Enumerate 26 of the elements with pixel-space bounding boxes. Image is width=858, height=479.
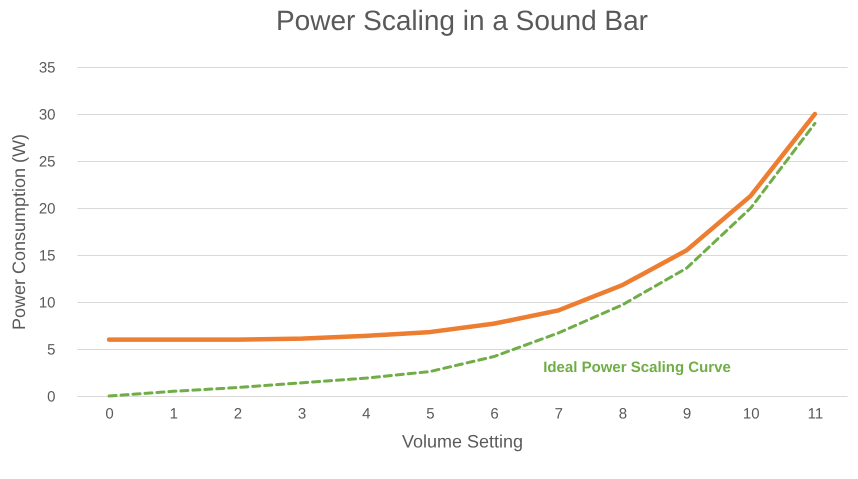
y-axis-title: Power Consumption (W): [8, 134, 29, 330]
y-tick-label: 0: [47, 388, 56, 406]
line-series: [106, 112, 818, 342]
x-tick-label: 1: [170, 406, 178, 422]
y-tick-label: 30: [38, 106, 56, 124]
y-tick-label: 25: [38, 154, 56, 170]
x-tick-label: 10: [742, 406, 760, 422]
x-tick-label: 6: [490, 406, 499, 422]
x-tick-label: 3: [298, 406, 306, 422]
y-tick-label: 35: [38, 60, 56, 76]
y-tick-label: 20: [38, 200, 56, 218]
x-axis-title: Volume Setting: [402, 432, 524, 452]
x-tick-label: 5: [426, 406, 435, 422]
y-tick-label: 5: [47, 342, 56, 358]
x-tick-label: 7: [554, 406, 563, 422]
x-tick-label: 11: [808, 406, 824, 422]
x-tick-label: 4: [362, 406, 370, 422]
x-tick-label: 8: [618, 406, 628, 422]
x-tick-label: 0: [105, 406, 114, 422]
series-label: Ideal Power Scaling Curve: [543, 359, 731, 376]
x-tick-label: 2: [234, 406, 242, 422]
chart-title: Power Scaling in a Sound Bar: [276, 5, 648, 36]
x-tick-label: 9: [682, 406, 692, 422]
line-series: [108, 122, 816, 398]
y-tick-label: 10: [38, 294, 56, 312]
y-tick-label: 15: [38, 248, 56, 264]
